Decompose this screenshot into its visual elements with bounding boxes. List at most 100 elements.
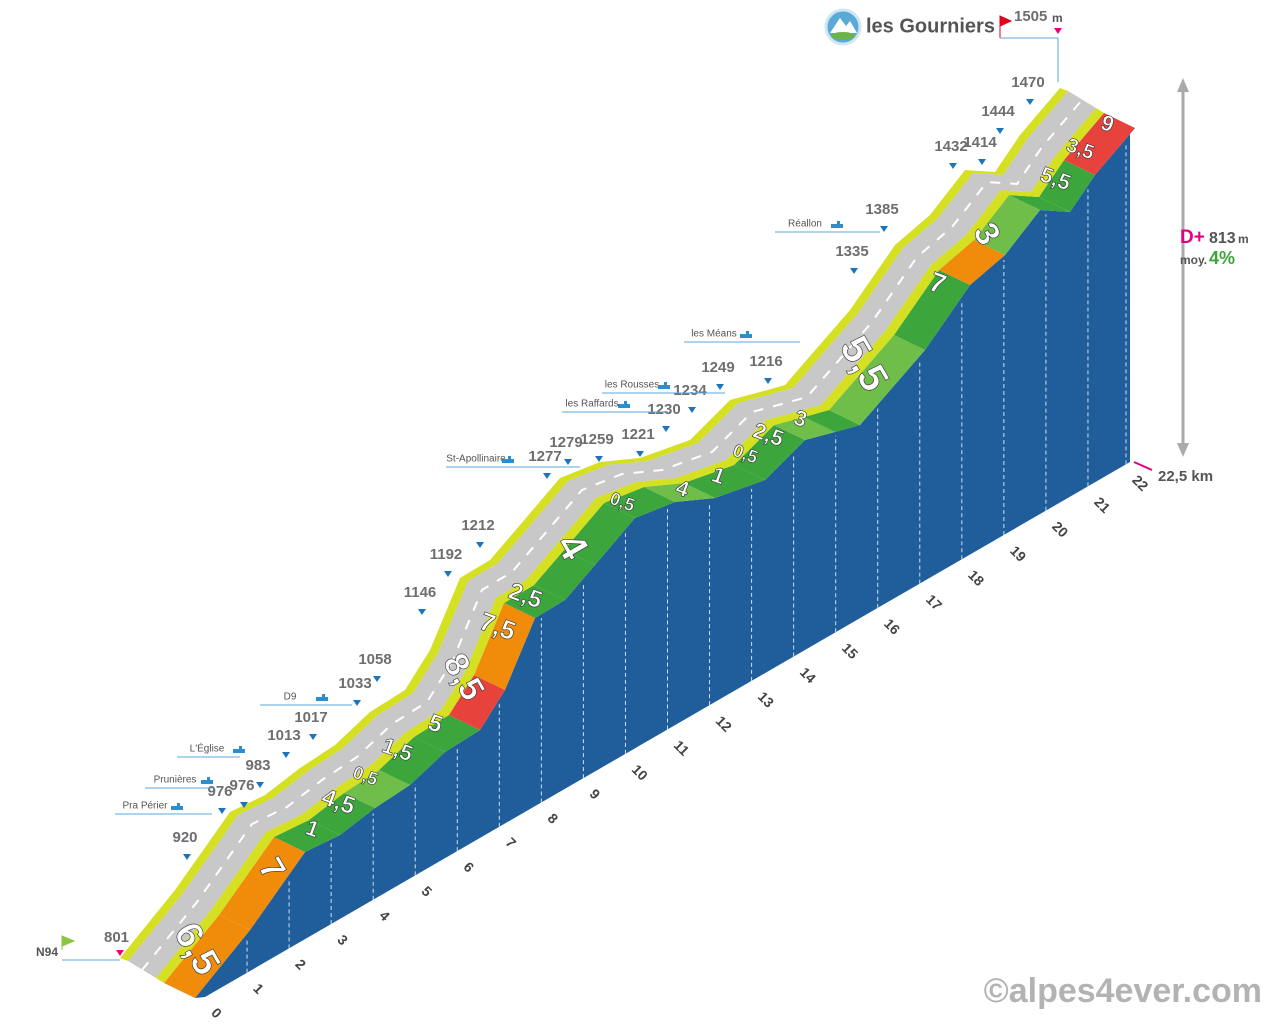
gradient-face: [684, 465, 765, 498]
km-tick-label: 0: [208, 1004, 225, 1021]
altitude-marker: [978, 159, 986, 165]
place-label: les Méans: [691, 329, 737, 340]
place-label: Prunières: [154, 775, 197, 786]
gradient-face: [804, 410, 860, 432]
km-tick-label: 12: [713, 713, 735, 735]
gradient-face: [734, 425, 805, 480]
average-gradient: 4%: [1209, 248, 1235, 268]
gain-label: D+: [1180, 227, 1205, 248]
start-flag: [61, 935, 76, 950]
altitude-marker: [183, 854, 191, 860]
gradient-face: [164, 915, 250, 998]
gradient-face: [939, 240, 1005, 285]
km-tick-label: 5: [418, 883, 435, 900]
altitude-marker: [662, 426, 670, 432]
km-tick-label: 19: [1007, 542, 1029, 564]
gradient-face: [1009, 195, 1070, 212]
copyright: ©alpes4ever.com: [984, 972, 1262, 1010]
gradient-face: [534, 550, 595, 600]
place-label: Réallon: [788, 219, 822, 230]
altitude-marker: [564, 459, 572, 465]
altitude-marker: [716, 384, 724, 390]
start-altitude: 801: [104, 929, 129, 946]
altitude-marker: [764, 378, 772, 384]
altitude-label: 1259: [580, 431, 613, 448]
gradient-face: [274, 820, 340, 852]
place-label: St-Apollinaire: [446, 454, 506, 465]
altitude-marker: [688, 407, 696, 413]
altitude-label: 1230: [647, 401, 680, 418]
summit-marker: [1054, 28, 1062, 34]
altitude-label: 976: [229, 777, 254, 794]
gradient-face: [219, 837, 305, 930]
gradient-face: [414, 715, 480, 752]
altitude-marker: [282, 752, 290, 758]
gradient-face: [379, 737, 445, 785]
altitude-label: 1212: [461, 517, 494, 534]
altitude-marker: [476, 542, 484, 548]
gradient-face: [1064, 113, 1135, 175]
altitude-marker: [996, 128, 1004, 134]
place-icon: [233, 746, 245, 753]
summit-connector: [1000, 37, 1059, 82]
gradient-face: [309, 793, 375, 835]
altitude-label: 920: [172, 829, 197, 846]
summit-flag: [999, 15, 1013, 38]
altitude-label: 1279: [549, 434, 582, 451]
km-tick-label: 15: [839, 640, 861, 662]
gradient-face: [829, 335, 925, 425]
altitude-label: 1216: [749, 353, 782, 370]
altitude-label: 976: [207, 783, 232, 800]
gradient-face: [344, 770, 410, 808]
gradient-face: [1039, 160, 1095, 212]
profile: [120, 88, 1135, 998]
place-label: les Rousses: [605, 380, 659, 391]
km-tick-label: 6: [461, 859, 478, 876]
place-label: Pra Périer: [122, 801, 168, 812]
km-tick-label: 4: [376, 907, 393, 924]
altitude-label: 1234: [673, 382, 707, 399]
altitude-marker: [418, 609, 426, 615]
altitude-marker: [636, 451, 644, 457]
altitude-label: 1058: [358, 651, 391, 668]
place-icon: [201, 777, 213, 784]
altitude-label: 1470: [1011, 74, 1044, 91]
gradient-face: [504, 585, 565, 618]
place-icon: [502, 456, 514, 463]
altitude-label: 1146: [404, 584, 437, 601]
km-tick-label: 13: [755, 688, 777, 710]
gain: 813: [1209, 230, 1236, 247]
place-label: D9: [284, 692, 297, 703]
km-tick-label: 17: [923, 591, 945, 613]
km-tick-label: 10: [629, 761, 651, 783]
altitude-marker: [949, 163, 957, 169]
start-marker: [116, 950, 124, 956]
altitude-label: 1444: [981, 103, 1015, 120]
altitude-label: 1221: [621, 426, 654, 443]
start-road: N94: [36, 945, 58, 959]
gradient-face: [474, 603, 535, 690]
gradient-face: [974, 195, 1040, 255]
gradient-face: [644, 483, 715, 502]
altitude-label: 1017: [294, 709, 327, 726]
summit-icon-mountain: [830, 18, 857, 33]
road: [128, 91, 1096, 978]
altitude-marker: [256, 782, 264, 788]
profile-side: [195, 128, 1135, 998]
summit-title: les Gourniers: [866, 15, 995, 37]
altitude-marker: [543, 473, 551, 479]
summit-altitude: 1505: [1014, 8, 1047, 25]
place-icon: [618, 401, 630, 408]
altitude-marker: [444, 571, 452, 577]
gain-unit: m: [1238, 232, 1249, 246]
altitude-marker: [850, 268, 858, 274]
altitude-label: 1013: [267, 727, 300, 744]
altitude-marker: [373, 676, 381, 682]
altitude-label: 1192: [430, 546, 463, 563]
km-tick-label: 14: [797, 664, 819, 686]
altitude-label: 1277: [528, 448, 561, 465]
road-centerline: [141, 99, 1083, 971]
km-tick-label: 1: [250, 980, 267, 997]
km-tick-label: 11: [671, 737, 693, 759]
altitude-marker: [880, 226, 888, 232]
